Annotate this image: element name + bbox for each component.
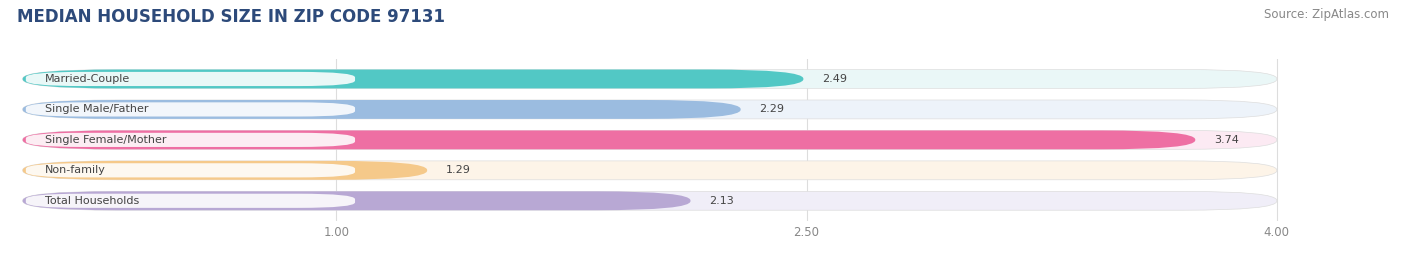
Text: Single Female/Mother: Single Female/Mother	[45, 135, 166, 145]
FancyBboxPatch shape	[22, 191, 1277, 210]
FancyBboxPatch shape	[25, 102, 356, 116]
FancyBboxPatch shape	[25, 72, 356, 86]
FancyBboxPatch shape	[22, 130, 1195, 149]
FancyBboxPatch shape	[22, 69, 803, 89]
Text: Non-family: Non-family	[45, 165, 105, 175]
FancyBboxPatch shape	[22, 69, 1277, 89]
FancyBboxPatch shape	[25, 194, 356, 208]
Text: MEDIAN HOUSEHOLD SIZE IN ZIP CODE 97131: MEDIAN HOUSEHOLD SIZE IN ZIP CODE 97131	[17, 8, 444, 26]
FancyBboxPatch shape	[22, 100, 1277, 119]
Text: 2.13: 2.13	[709, 196, 734, 206]
FancyBboxPatch shape	[22, 161, 1277, 180]
Text: 3.74: 3.74	[1215, 135, 1239, 145]
Text: Total Households: Total Households	[45, 196, 139, 206]
FancyBboxPatch shape	[22, 161, 427, 180]
Text: 2.49: 2.49	[823, 74, 848, 84]
FancyBboxPatch shape	[22, 130, 1277, 149]
Text: Source: ZipAtlas.com: Source: ZipAtlas.com	[1264, 8, 1389, 21]
FancyBboxPatch shape	[25, 133, 356, 147]
FancyBboxPatch shape	[22, 100, 741, 119]
Text: 2.29: 2.29	[759, 104, 785, 114]
Text: Married-Couple: Married-Couple	[45, 74, 129, 84]
FancyBboxPatch shape	[22, 191, 690, 210]
Text: 1.29: 1.29	[446, 165, 471, 175]
Text: Single Male/Father: Single Male/Father	[45, 104, 148, 114]
FancyBboxPatch shape	[25, 163, 356, 178]
